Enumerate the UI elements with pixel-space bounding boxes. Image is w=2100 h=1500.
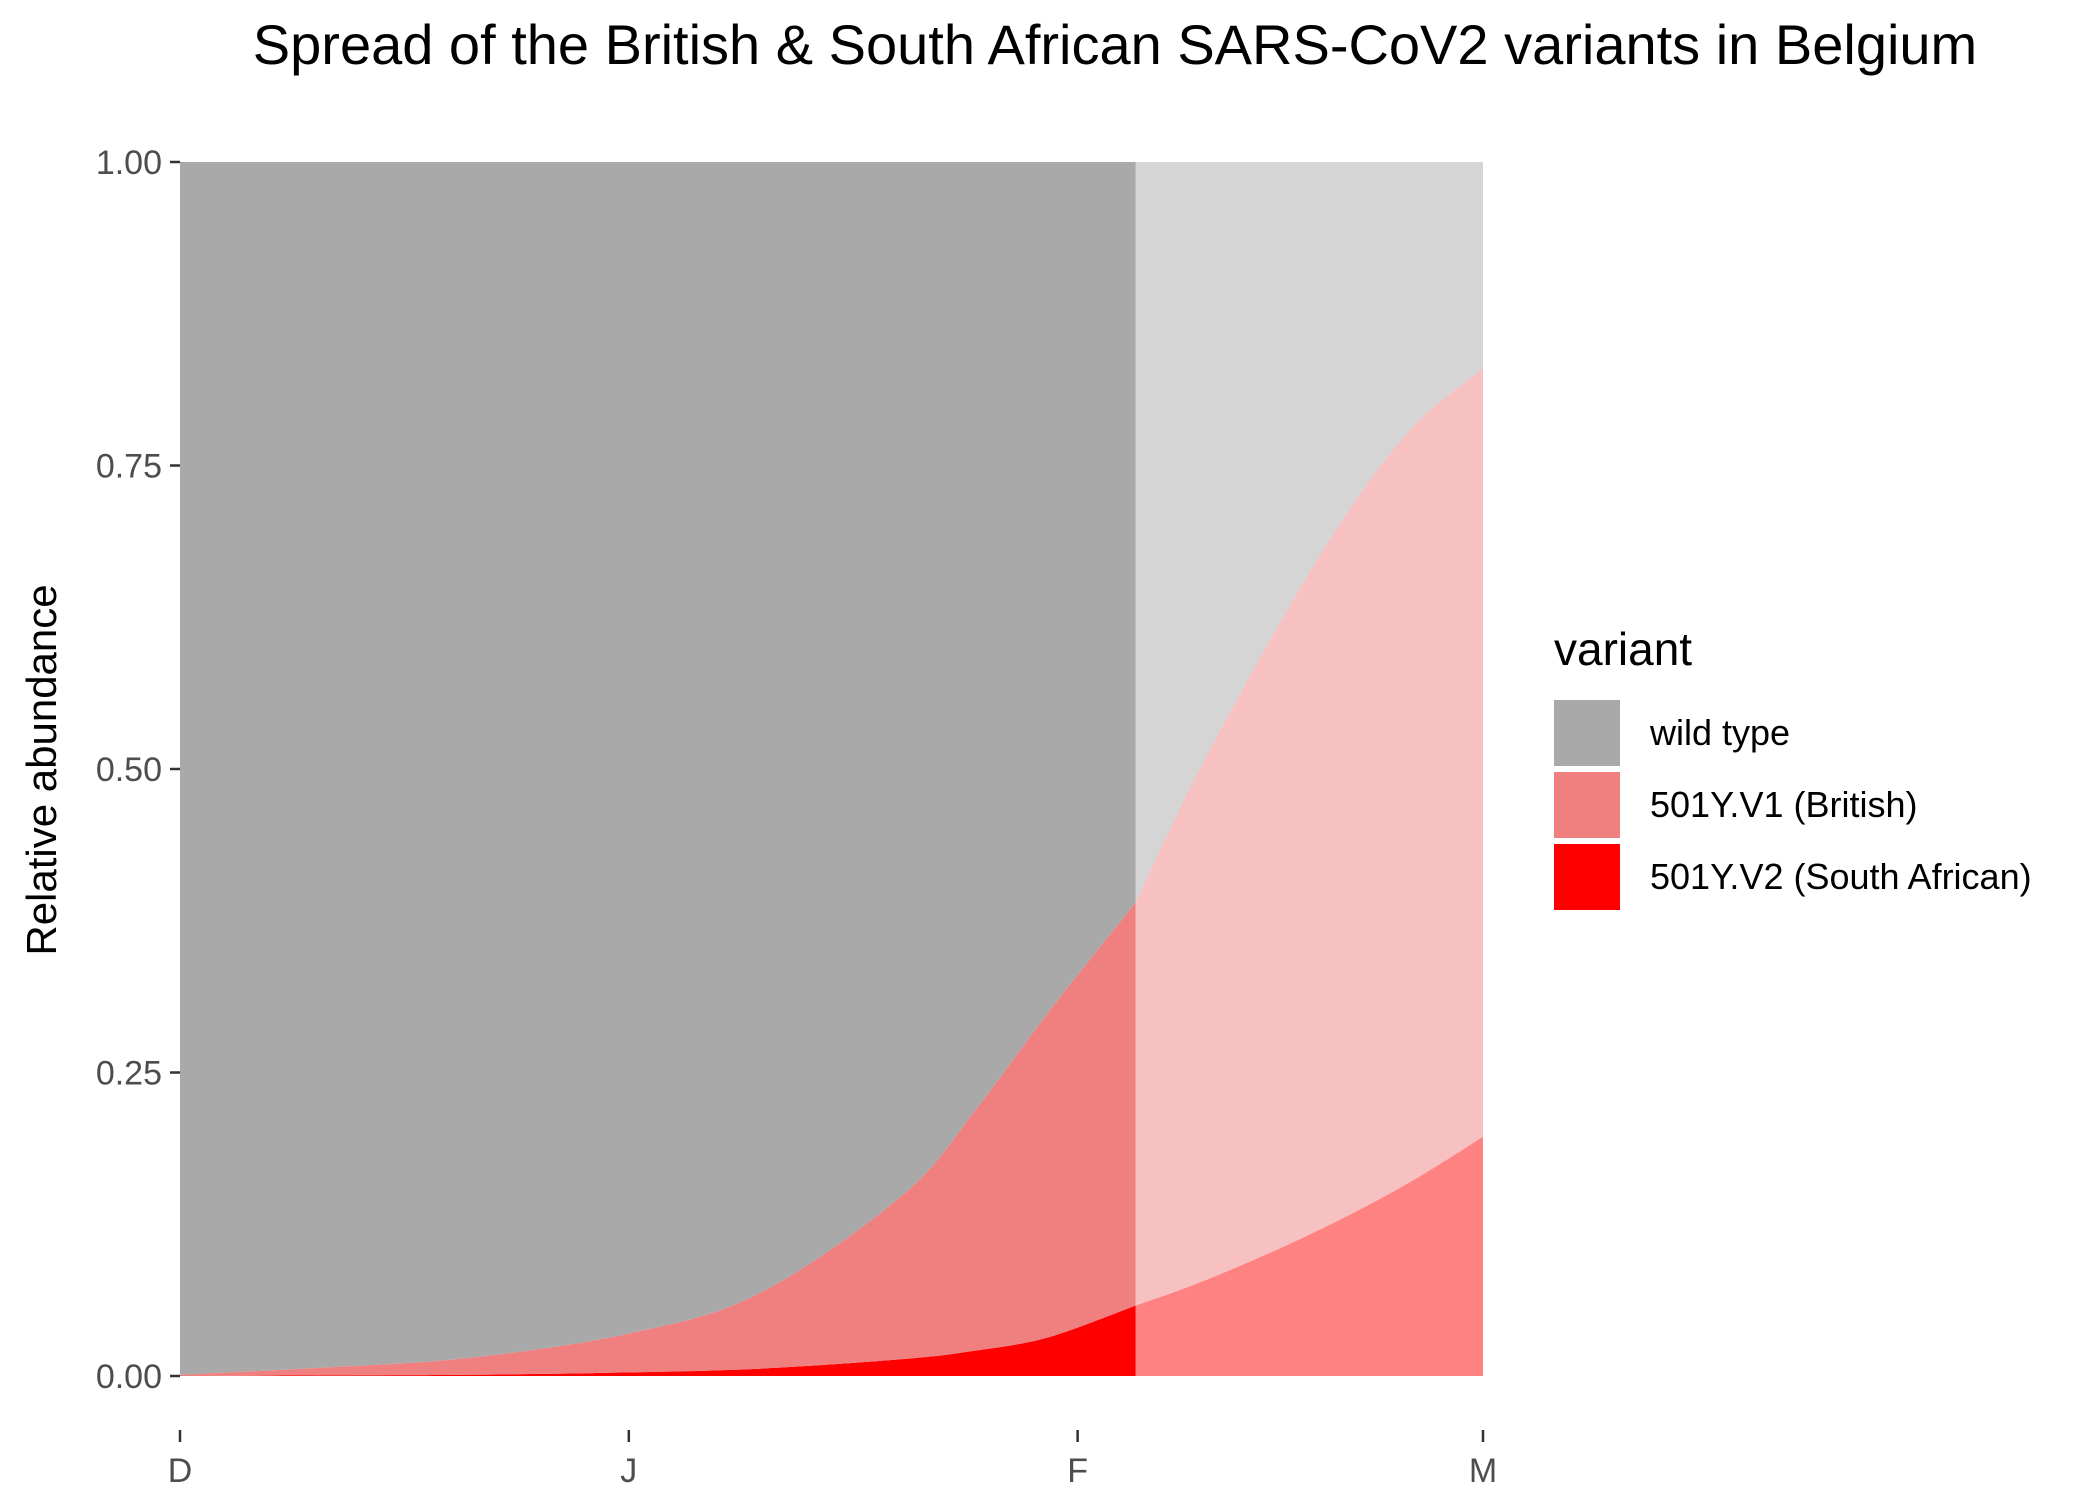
area-wild-type-projected [1135, 162, 1483, 903]
area-wild-type-observed [180, 162, 1136, 1375]
legend-key-501y-v1-british [1554, 772, 1620, 838]
projection-overlay [1135, 162, 1483, 1376]
y-axis-title: Relative abundance [18, 584, 65, 955]
legend: variant wild type 501Y.V1 (British) 501Y.V… [1554, 623, 2032, 910]
x-tick-label: F [1067, 1452, 1088, 1490]
area-501y-v2-south-african-observed [180, 1305, 1136, 1376]
x-tick-label: J [620, 1452, 637, 1490]
legend-label-wild-type: wild type [1649, 712, 1790, 753]
area-501y-v1-british-projected [1135, 368, 1483, 1306]
y-tick-label: 0.50 [96, 751, 162, 789]
area-501y-v2-south-african-projected [1135, 1136, 1483, 1376]
legend-title: variant [1554, 623, 1692, 675]
legend-label-501y-v2-south-african: 501Y.V2 (South African) [1650, 856, 2032, 897]
legend-label-501y-v1-british: 501Y.V1 (British) [1650, 784, 1917, 825]
y-tick-label: 0.00 [96, 1358, 162, 1396]
axes: 0.00 0.25 0.50 0.75 1.00 D J F M [96, 144, 1497, 1490]
legend-key-wild-type [1554, 700, 1620, 766]
legend-key-501y-v2-south-african [1554, 844, 1620, 910]
x-tick-label: D [168, 1452, 193, 1490]
y-tick-label: 0.25 [96, 1055, 162, 1093]
area-501y-v1-british-observed [180, 902, 1136, 1376]
y-tick-label: 0.75 [96, 448, 162, 486]
plot-area [180, 162, 1483, 1376]
x-tick-label: M [1469, 1452, 1497, 1490]
chart-title: Spread of the British & South African SA… [253, 13, 1977, 76]
y-tick-label: 1.00 [96, 144, 162, 182]
